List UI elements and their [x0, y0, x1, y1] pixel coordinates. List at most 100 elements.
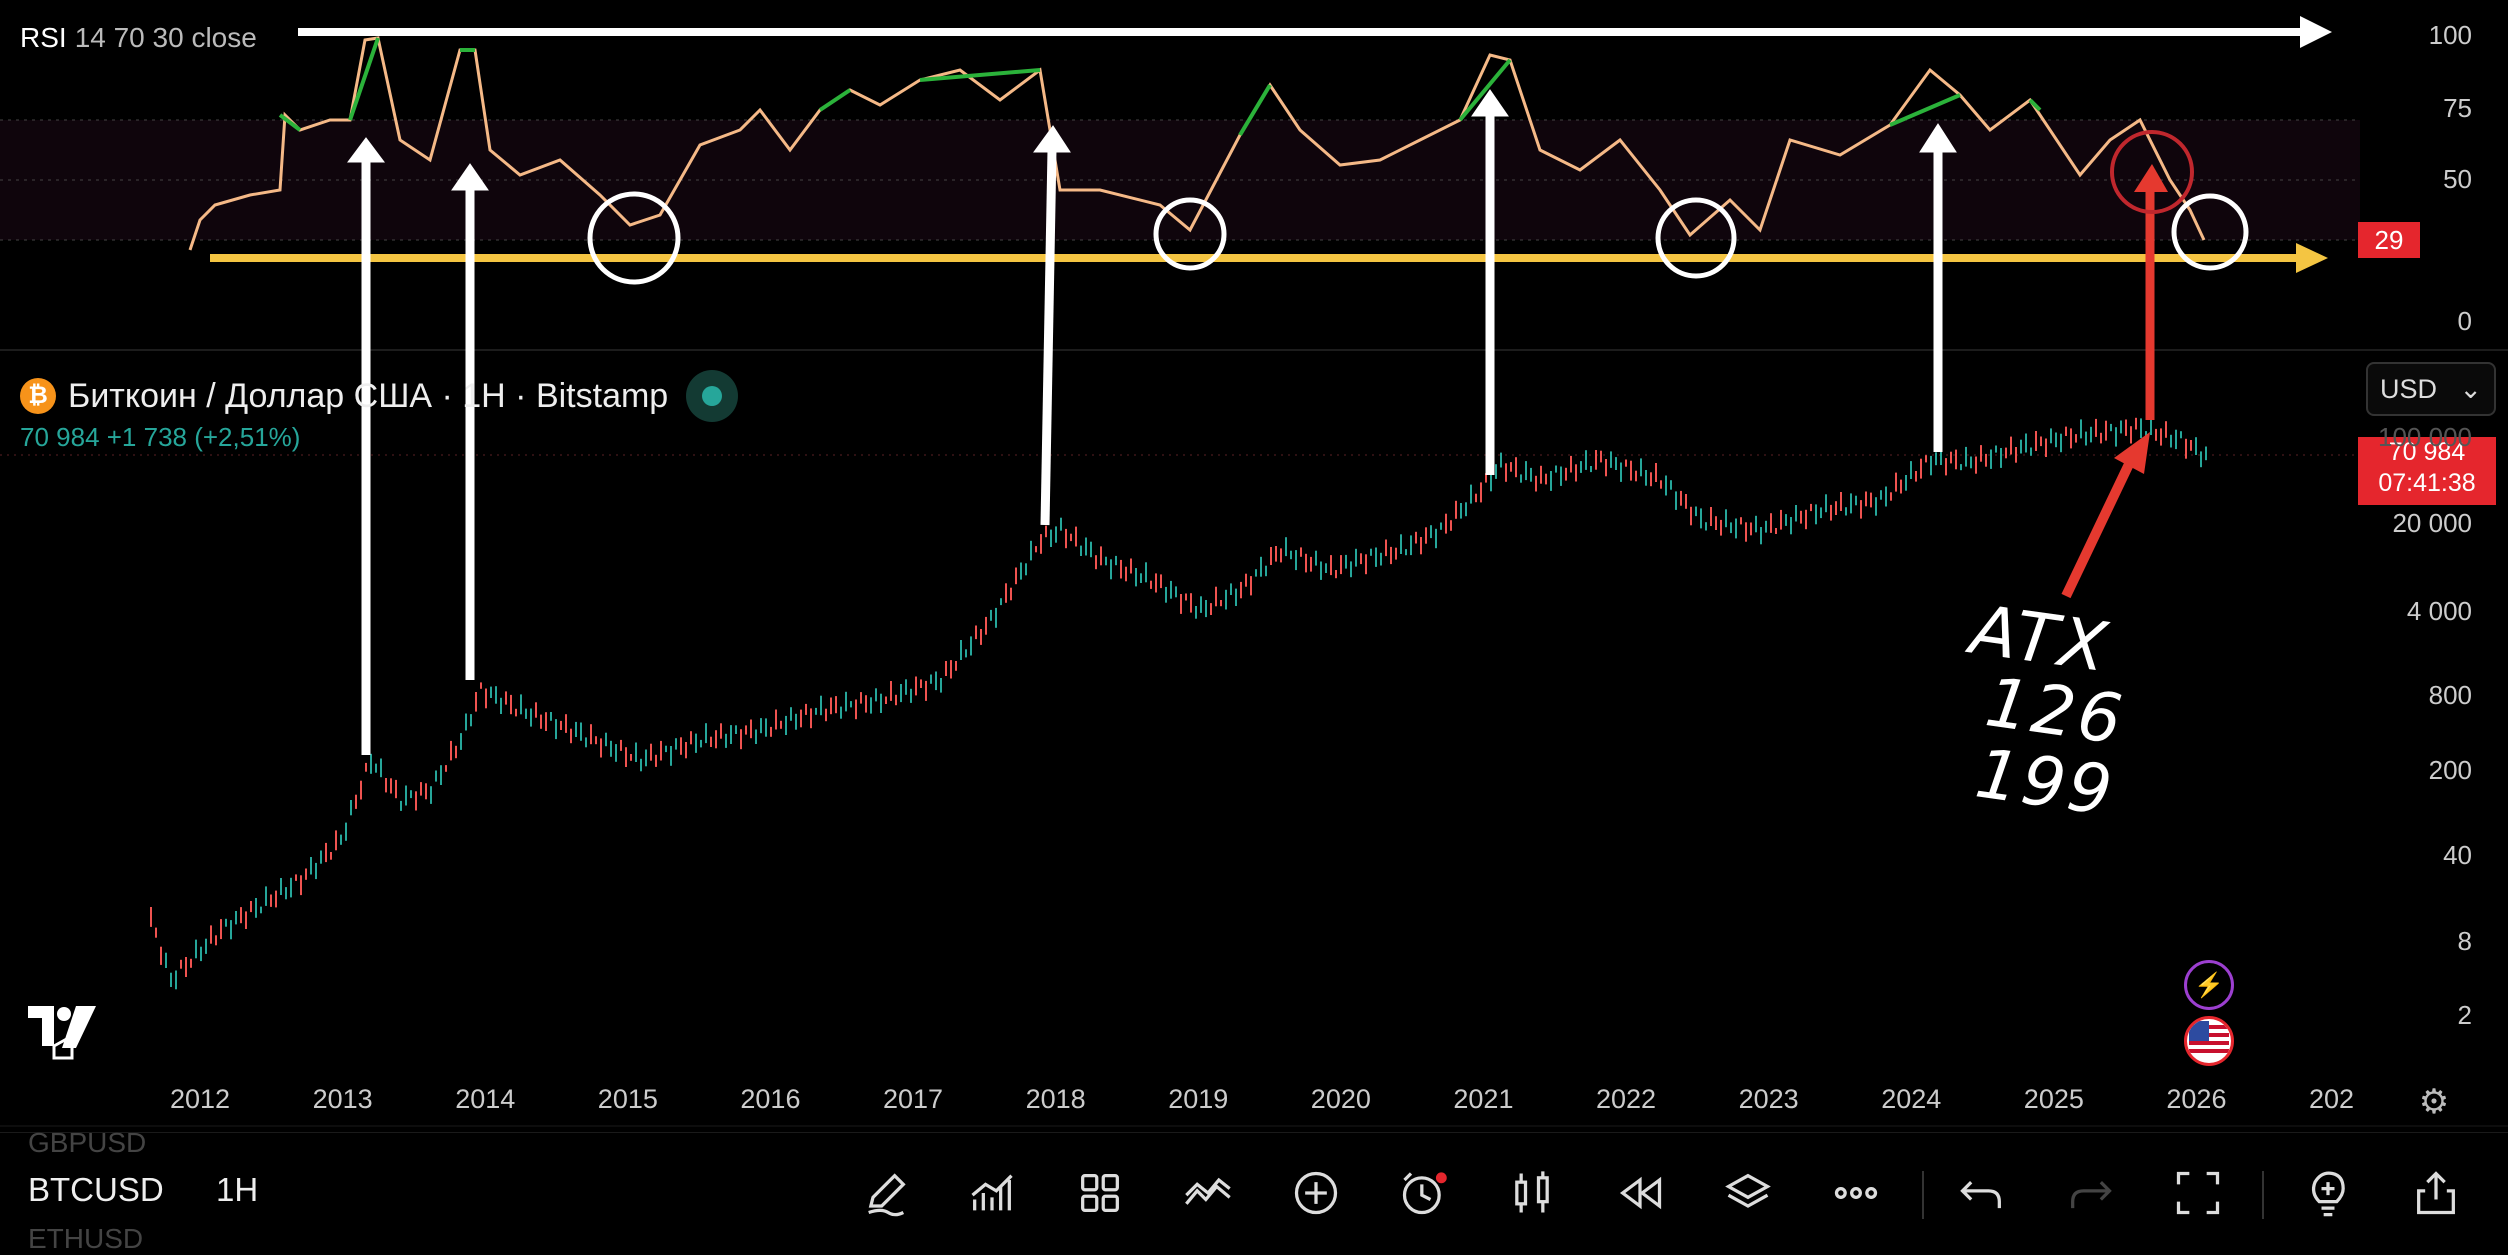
- price-candle: [1480, 482, 1482, 503]
- grid-icon[interactable]: [1070, 1163, 1130, 1223]
- price-candle: [985, 616, 987, 635]
- price-candle: [1030, 540, 1032, 561]
- us-flag-icon[interactable]: [2184, 1016, 2234, 1066]
- price-candle: [2085, 431, 2087, 446]
- price-candle: [1965, 446, 1967, 467]
- price-candle: [865, 695, 867, 713]
- lightbulb-icon[interactable]: [2298, 1163, 2358, 1223]
- arrow-head: [347, 137, 385, 163]
- price-candle: [415, 791, 417, 811]
- price-candle: [565, 714, 567, 733]
- layers-icon[interactable]: [1718, 1163, 1778, 1223]
- rsi-series: [188, 36, 2206, 251]
- price-candle: [720, 723, 722, 739]
- price-candle: [1735, 518, 1737, 539]
- price-candle: [170, 972, 172, 987]
- symbol-next[interactable]: ETHUSD: [28, 1223, 144, 1254]
- price-candle: [1945, 458, 1947, 476]
- price-candle: [1720, 519, 1722, 536]
- price-candle: [1220, 600, 1222, 607]
- time-axis-label: 2023: [1738, 1084, 1799, 1114]
- price-candle: [220, 919, 222, 940]
- symbol-current[interactable]: BTCUSD: [28, 1171, 164, 1208]
- price-candle: [1770, 513, 1772, 533]
- more-icon[interactable]: [1826, 1163, 1886, 1223]
- price-candle: [1815, 504, 1817, 525]
- price-candle: [2165, 421, 2167, 438]
- price-candle: [1780, 509, 1782, 530]
- redo-icon[interactable]: [2060, 1163, 2120, 1223]
- rsi-axis-100: 100: [2428, 20, 2472, 50]
- price-candle: [2110, 423, 2112, 432]
- cycle-arrows: [347, 89, 1957, 755]
- price-candle: [1745, 522, 1747, 542]
- price-candle: [1345, 554, 1347, 569]
- price-candle: [705, 723, 707, 744]
- indicators-icon[interactable]: [962, 1163, 1022, 1223]
- candles-icon[interactable]: [1502, 1163, 1562, 1223]
- price-candle: [1215, 586, 1217, 607]
- price-candle: [2135, 417, 2137, 430]
- price-candle: [1305, 553, 1307, 573]
- trend-icon[interactable]: [1178, 1163, 1238, 1223]
- chart-canvas[interactable]: [0, 0, 2508, 1130]
- price-candle: [2205, 446, 2207, 461]
- tradingview-logo[interactable]: [24, 996, 104, 1066]
- price-candle: [890, 681, 892, 701]
- rsi-legend[interactable]: RSI 14 70 30 close: [20, 22, 257, 54]
- price-candle: [1485, 473, 1487, 483]
- time-axis-label: 2019: [1168, 1084, 1229, 1114]
- price-candle: [1850, 493, 1852, 514]
- price-candle: [1920, 458, 1922, 479]
- rsi-name: RSI: [20, 22, 67, 53]
- price-candle: [1270, 547, 1272, 565]
- price-candle: [900, 684, 902, 703]
- price-candle: [160, 946, 162, 965]
- undo-icon[interactable]: [1952, 1163, 2012, 1223]
- pencil-icon[interactable]: [856, 1163, 916, 1223]
- rsi-low-circles: [587, 191, 2249, 285]
- price-axis-40: 40: [2443, 840, 2472, 870]
- price-candle: [1700, 508, 1702, 529]
- price-candle: [875, 688, 877, 702]
- settings-gear-icon[interactable]: ⚙: [2418, 1083, 2450, 1121]
- fullscreen-icon[interactable]: [2168, 1163, 2228, 1223]
- rsi-overbought-segment: [919, 68, 1041, 82]
- price-candle: [1145, 562, 1147, 583]
- price-candle: [375, 763, 377, 773]
- price-candle: [550, 712, 552, 721]
- price-candle: [1955, 449, 1957, 470]
- price-candle: [2160, 428, 2162, 446]
- price-candle: [620, 739, 622, 751]
- price-candle: [735, 725, 737, 734]
- price-candle: [730, 725, 732, 744]
- price-axis-8: 8: [2457, 926, 2472, 956]
- price-candle: [1675, 491, 1677, 510]
- price-candle: [680, 737, 682, 755]
- price-candle: [1065, 528, 1067, 549]
- symbol-legend[interactable]: ₿ Биткоин / Доллар США · 1H · Bitstamp: [20, 370, 739, 422]
- price-candle: [1245, 573, 1247, 587]
- rsi-axis-50: 50: [2443, 164, 2472, 194]
- price-candle: [1450, 520, 1452, 531]
- currency-select[interactable]: USD ⌄: [2366, 362, 2496, 416]
- time-axis-label: 2022: [1596, 1084, 1657, 1114]
- plus-circle-icon[interactable]: [1286, 1163, 1346, 1223]
- market-status-icon[interactable]: [686, 370, 739, 422]
- time-axis-label: 2025: [2023, 1084, 2084, 1114]
- timeframe-button[interactable]: 1H: [216, 1171, 259, 1208]
- price-candle: [585, 737, 587, 748]
- share-icon[interactable]: [2406, 1163, 2466, 1223]
- symbol-prev[interactable]: GBPUSD: [28, 1127, 147, 1158]
- lightning-icon[interactable]: ⚡: [2184, 960, 2234, 1010]
- replay-icon[interactable]: [1610, 1163, 1670, 1223]
- price-candle: [770, 726, 772, 737]
- alert-clock-icon[interactable]: [1394, 1163, 1454, 1223]
- price-candle: [1880, 490, 1882, 500]
- price-candle: [475, 692, 477, 712]
- price-candle: [935, 671, 937, 691]
- price-candle: [1365, 554, 1367, 575]
- price-candle: [435, 770, 437, 782]
- price-candle: [1515, 457, 1517, 478]
- price-candle: [1715, 516, 1717, 530]
